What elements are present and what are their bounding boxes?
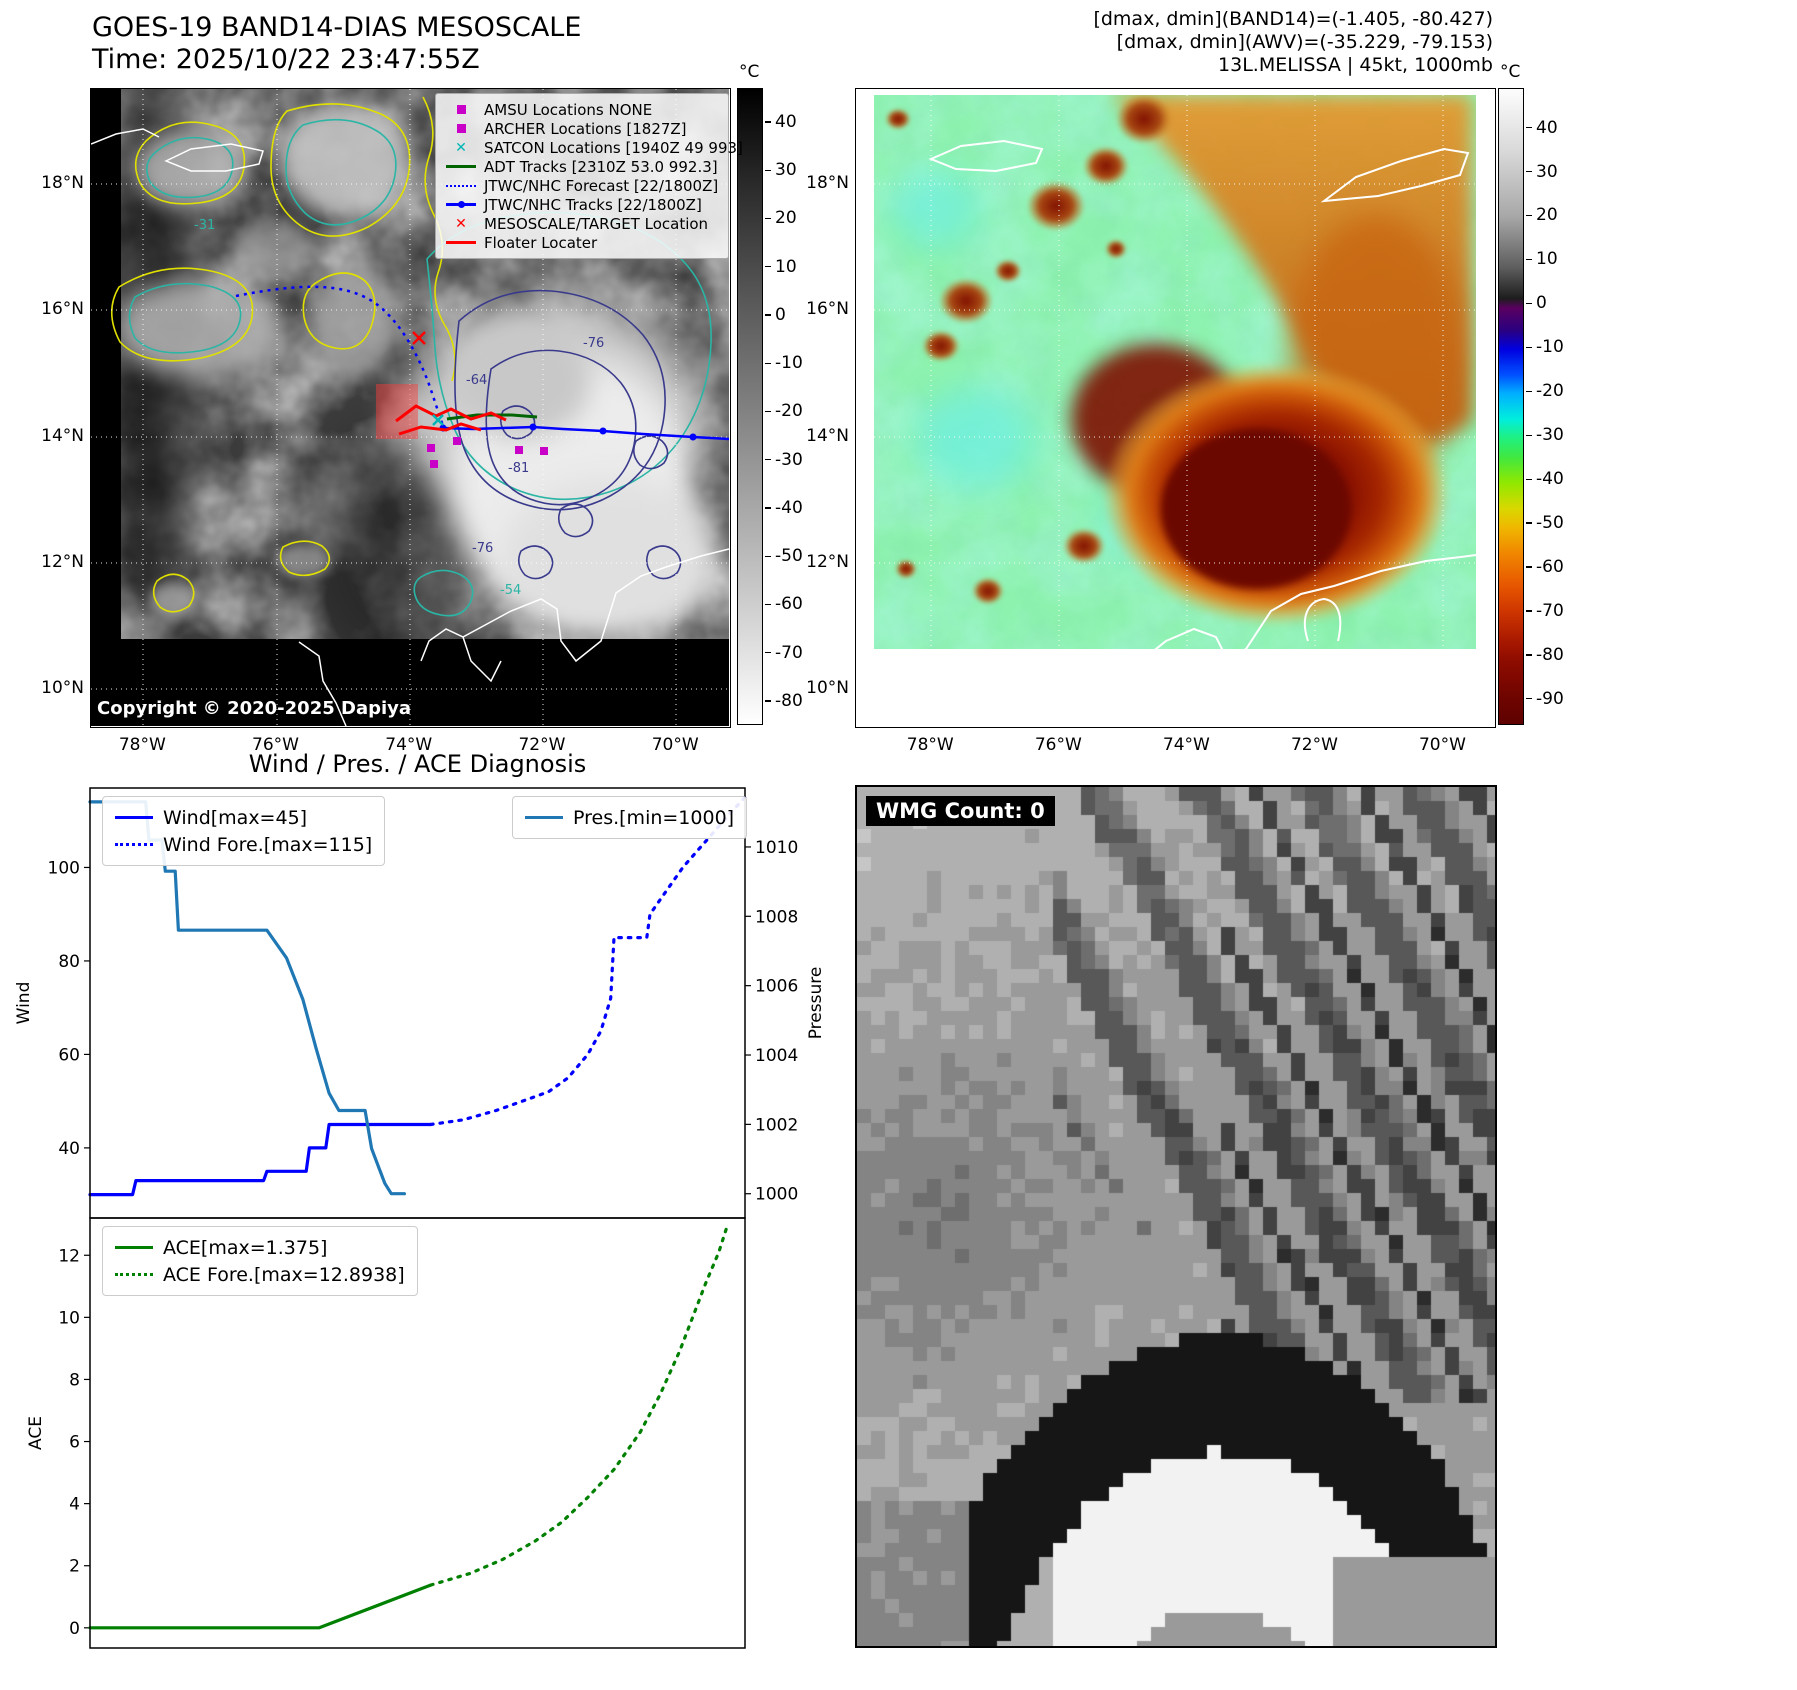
adt-line-icon: [444, 165, 478, 168]
mesoscale-x-icon: ✕: [455, 215, 467, 232]
svg-text:1010: 1010: [755, 838, 798, 858]
wmg-panel: WMG Count: 0: [855, 785, 1497, 1648]
awv-imagery: [874, 95, 1476, 649]
contour-label: -64: [466, 373, 487, 388]
legend-item-floater: Floater Locater: [444, 233, 720, 252]
contour-label: -54: [500, 583, 521, 598]
svg-text:10: 10: [58, 1308, 80, 1328]
amsu-square-icon: [444, 105, 478, 114]
ace-chart: 0 2 4 6 8 10 12: [58, 1217, 746, 1649]
archer-square-icon: [444, 124, 478, 133]
contours-navy: [454, 289, 682, 580]
wind-legend: Wind[max=45] Wind Fore.[max=115]: [102, 796, 386, 866]
wind-fore-dotted-icon: [115, 843, 153, 846]
legend-item-satcon: ✕ SATCON Locations [1940Z 49 993]: [444, 138, 743, 157]
forecast-track: [235, 285, 445, 427]
svg-text:1006: 1006: [755, 977, 798, 997]
band14-colorbar: [737, 88, 763, 725]
map-legend: AMSU Locations NONE ARCHER Locations [18…: [435, 93, 743, 259]
best-track-points: [439, 423, 697, 441]
svg-text:40: 40: [58, 1139, 80, 1159]
awv-header-line1: [dmax, dmin](BAND14)=(-1.405, -80.427): [1093, 8, 1493, 30]
coastlines: [91, 128, 729, 726]
legend-item-amsu: AMSU Locations NONE: [444, 100, 720, 119]
svg-text:1002: 1002: [755, 1115, 798, 1135]
awv-lon-axis: 78°W 76°W 74°W 72°W 70°W: [906, 735, 1466, 755]
contours-yellow: [110, 96, 456, 613]
band14-lat-axis: 18°N 16°N 14°N 12°N 10°N: [41, 172, 84, 699]
floater-track-2: [398, 422, 482, 436]
band14-time: Time: 2025/10/22 23:47:55Z: [92, 44, 480, 75]
ace-fore-dotted-icon: [115, 1273, 153, 1276]
band14-map-panel: -31 -64 -76 -81 -76 -54: [90, 88, 743, 728]
contour-label: -31: [194, 218, 215, 233]
legend-item-adt: ADT Tracks [2310Z 53.0 992.3]: [444, 157, 720, 176]
graticule: [91, 89, 729, 726]
awv-colorbar-ticks: 40 30 20 10 0 -10 -20 -30 -40 -50 -60 -70 -80 -90: [1526, 88, 1586, 725]
svg-text:0: 0: [69, 1619, 80, 1639]
svg-text:100: 100: [48, 858, 80, 878]
awv-coastlines: [928, 139, 1476, 649]
legend-ace-fore: ACE Fore.[max=12.8938]: [115, 1261, 405, 1288]
svg-text:6: 6: [69, 1433, 80, 1453]
svg-text:1000: 1000: [755, 1185, 798, 1205]
legend-wind: Wind[max=45]: [115, 804, 372, 831]
contour-label: -81: [508, 461, 529, 476]
svg-text:12: 12: [58, 1246, 80, 1266]
legend-item-forecast: JTWC/NHC Forecast [22/1800Z]: [444, 176, 720, 195]
svg-text:8: 8: [69, 1370, 80, 1390]
svg-text:1008: 1008: [755, 907, 798, 927]
ace-line-icon: [115, 1245, 153, 1250]
svg-text:60: 60: [58, 1045, 80, 1065]
wind-axis-label: Wind: [14, 981, 34, 1025]
forecast-dotted-icon: [444, 184, 478, 187]
legend-item-tracks: JTWC/NHC Tracks [22/1800Z]: [444, 195, 720, 214]
awv-header-line3: 13L.MELISSA | 45kt, 1000mb: [1218, 54, 1493, 76]
band14-lon-axis: 78°W 76°W 74°W 72°W 70°W: [118, 735, 699, 755]
wind-line-icon: [115, 815, 153, 820]
pressure-axis-label: Pressure: [806, 966, 826, 1040]
legend-ace: ACE[max=1.375]: [115, 1234, 405, 1261]
pres-line-icon: [525, 815, 563, 820]
contour-label: -76: [472, 541, 493, 556]
svg-text:2: 2: [69, 1557, 80, 1577]
archer-markers: [427, 437, 548, 468]
legend-item-archer: ARCHER Locations [1827Z]: [444, 119, 720, 138]
contour-label: -76: [583, 336, 604, 351]
svg-text:1004: 1004: [755, 1046, 798, 1066]
awv-map-panel: [855, 88, 1496, 728]
legend-pres: Pres.[min=1000]: [525, 804, 734, 831]
awv-colorbar-unit: °C: [1500, 62, 1521, 82]
diagnosis-title: Wind / Pres. / ACE Diagnosis: [248, 750, 587, 778]
track-linedot-icon: [444, 200, 478, 208]
ace-legend: ACE[max=1.375] ACE Fore.[max=12.8938]: [102, 1226, 418, 1296]
target-x-icon: [412, 331, 426, 345]
floater-line-icon: [444, 241, 478, 244]
wmg-count-label: WMG Count: 0: [866, 796, 1055, 826]
legend-wind-fore: Wind Fore.[max=115]: [115, 831, 372, 858]
ace-axis-label: ACE: [26, 1416, 46, 1450]
svg-text:80: 80: [58, 952, 80, 972]
copyright: Copyright © 2020-2025 Dapiya: [97, 698, 412, 719]
awv-header-line2: [dmax, dmin](AWV)=(-35.229, -79.153): [1116, 31, 1493, 53]
best-track: [442, 425, 729, 441]
legend-item-mesoscale: ✕ MESOSCALE/TARGET Location: [444, 214, 720, 233]
band14-title: GOES-19 BAND14-DIAS MESOSCALE: [92, 12, 582, 43]
svg-text:4: 4: [69, 1495, 80, 1515]
band14-colorbar-unit: °C: [739, 62, 760, 82]
awv-map-image: [856, 89, 1494, 726]
band14-colorbar-ticks: 40 30 20 10 0 -10 -20 -30 -40 -50 -60 -70 -80: [765, 88, 825, 725]
awv-lat-axis: 18°N 16°N 14°N 12°N 10°N: [806, 172, 849, 699]
wmg-canvas: [857, 787, 1495, 1646]
pressure-legend: Pres.[min=1000]: [512, 796, 748, 839]
satcon-x-icon: ✕: [455, 139, 467, 156]
awv-header: [dmax, dmin](BAND14)=(-1.405, -80.427) […: [900, 8, 1493, 77]
awv-colorbar: [1498, 88, 1524, 725]
wind-pressure-chart: 40 60 80 100 1000 1002 1004 1006 1008 1010: [48, 787, 798, 1219]
floater-track: [395, 404, 507, 423]
satcon-x-icon: [432, 414, 444, 426]
awv-graticule: [874, 95, 1476, 649]
